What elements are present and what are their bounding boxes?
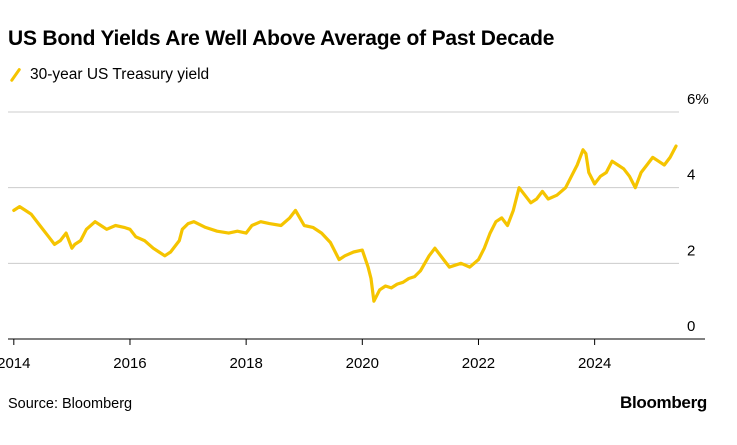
series-layer <box>12 144 678 303</box>
x-tick-label: 2022 <box>462 355 495 372</box>
x-axis: 2014 2016 2018 2020 2022 2024 <box>0 338 705 372</box>
y-tick-label: 0 <box>687 318 695 335</box>
series-line-0 <box>12 144 678 303</box>
x-tick-label: 2020 <box>346 355 379 372</box>
y-tick-label: 6% <box>687 91 709 108</box>
y-tick-label: 4 <box>687 167 695 184</box>
x-tick-label: 2016 <box>113 355 146 372</box>
chart-title: US Bond Yields Are Well Above Average of… <box>8 27 555 50</box>
legend-label: 30-year US Treasury yield <box>30 66 210 83</box>
legend: 30-year US Treasury yield <box>8 66 209 84</box>
source-note: Source: Bloomberg <box>8 396 133 412</box>
brand-logo: Bloomberg <box>619 393 707 412</box>
x-tick-label: 2024 <box>578 355 611 372</box>
grid-lines <box>8 111 679 264</box>
y-tick-label: 2 <box>687 242 695 259</box>
x-tick-label: 2018 <box>229 355 262 372</box>
x-tick-label: 2014 <box>0 355 30 372</box>
y-tick-labels: 0 2 4 6% <box>687 91 709 335</box>
